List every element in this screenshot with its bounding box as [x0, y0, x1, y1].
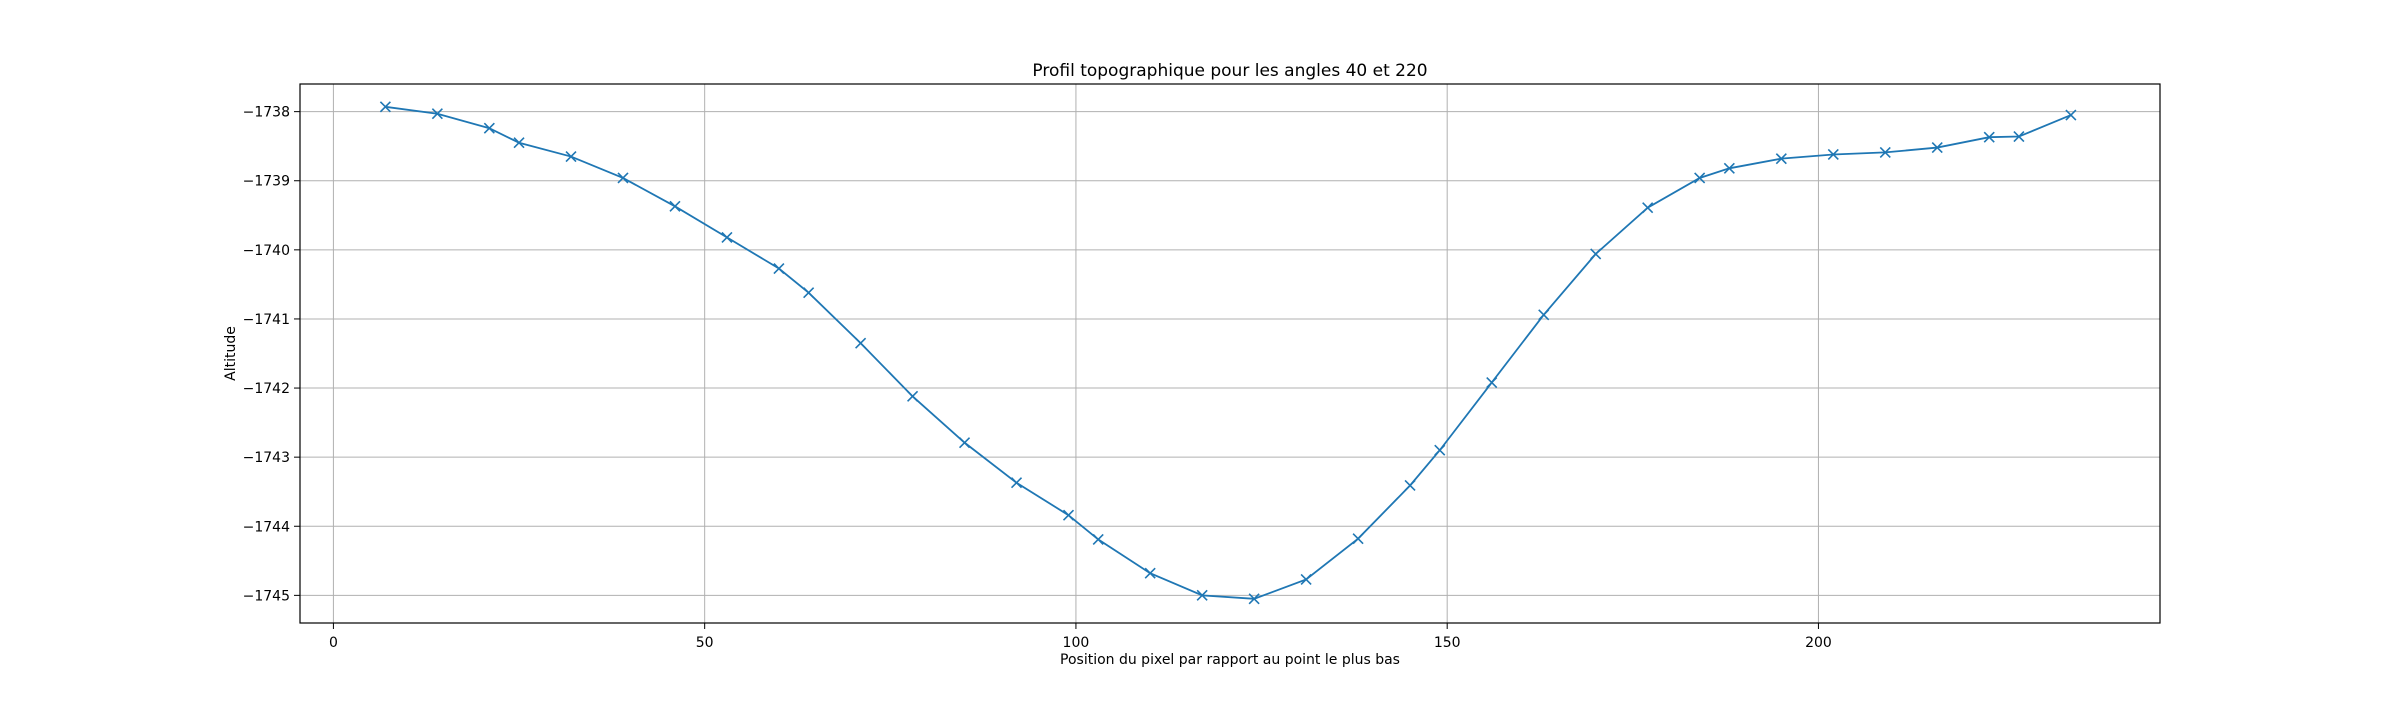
data-point-marker [1879, 146, 1891, 158]
data-point-marker [1723, 162, 1735, 174]
data-point-marker [803, 287, 815, 299]
data-point-marker [1404, 479, 1416, 492]
data-point-marker [1248, 593, 1260, 605]
data-point-marker [1983, 131, 1995, 143]
data-point-marker [2065, 109, 2077, 121]
data-point-marker [1642, 202, 1654, 214]
data-point-marker [483, 122, 495, 134]
data-point-marker [1827, 148, 1839, 161]
y-tick-label: −1745 [243, 588, 290, 604]
data-point-marker [1775, 153, 1787, 165]
data-point-marker [773, 262, 785, 275]
y-axis-label: Altitude [223, 326, 239, 381]
series-line [385, 105, 2072, 600]
data-point-marker [958, 437, 971, 449]
data-point-marker [431, 108, 443, 120]
y-tick-label: −1744 [243, 519, 290, 535]
data-point-marker [1590, 248, 1602, 260]
data-point-marker [1300, 573, 1312, 586]
x-axis-label: Position du pixel par rapport au point l… [1060, 652, 1400, 668]
data-point-marker [1434, 444, 1446, 456]
data-point-marker [669, 200, 681, 212]
data-point-marker [1694, 172, 1706, 184]
x-tick-label: 200 [1805, 635, 1832, 651]
data-point-marker [1196, 589, 1208, 601]
data-point-marker [1062, 509, 1075, 521]
y-tick-label: −1743 [243, 450, 290, 466]
chart-title: Profil topographique pour les angles 40 … [1032, 61, 1427, 81]
axis-ticks: 0 50 100 150 200 −1738 −1739 −1740 −1741 −1742 −17… [243, 105, 1832, 651]
data-point-marker [1486, 376, 1498, 389]
data-point-marker [565, 150, 577, 163]
data-point-marker [1010, 477, 1023, 489]
data-point-marker [617, 172, 629, 184]
y-tick-label: −1738 [243, 105, 290, 121]
data-point-marker [1931, 142, 1943, 154]
data-point-marker [721, 231, 733, 243]
data-point-marker [2013, 130, 2025, 143]
y-tick-label: −1741 [243, 312, 290, 328]
data-point-marker [1092, 533, 1104, 545]
x-tick-label: 50 [696, 635, 714, 651]
data-point-marker [1538, 309, 1550, 321]
data-point-marker [855, 337, 867, 349]
x-tick-label: 100 [1063, 635, 1090, 651]
x-tick-label: 150 [1434, 635, 1461, 651]
data-point-marker [1352, 533, 1364, 545]
y-tick-label: −1742 [243, 381, 290, 397]
plot-frame [299, 83, 2161, 624]
data-point-marker [513, 137, 525, 149]
x-tick-label: 0 [329, 635, 338, 651]
y-tick-label: −1740 [243, 243, 290, 259]
data-series [379, 101, 2077, 605]
data-point-marker [907, 390, 919, 402]
data-point-marker [379, 101, 391, 113]
grid [300, 84, 2160, 623]
y-tick-label: −1739 [243, 174, 290, 190]
data-point-marker [1144, 567, 1156, 579]
